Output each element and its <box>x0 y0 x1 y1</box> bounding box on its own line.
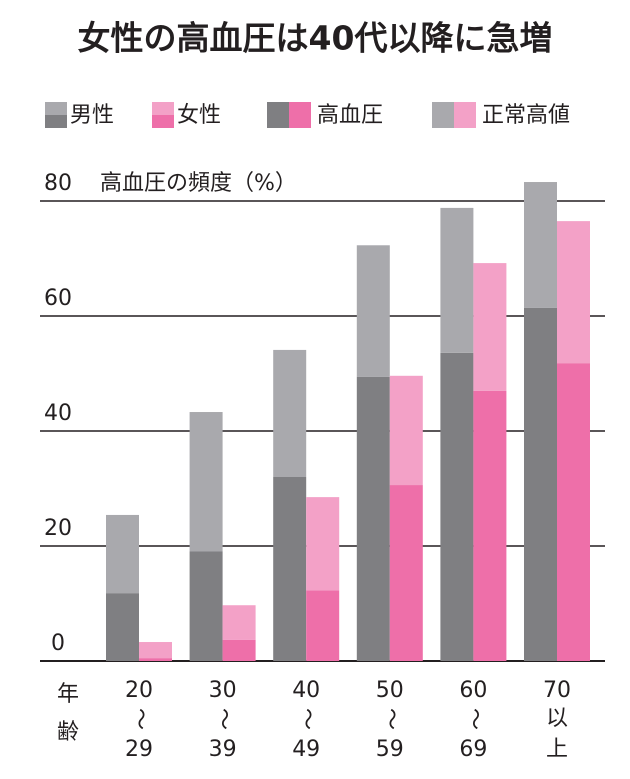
x-tick-label: 59 <box>376 737 404 762</box>
x-tick-label: 以 <box>546 706 568 731</box>
bar <box>389 375 423 486</box>
x-tick-label: 〜 <box>378 708 403 730</box>
x-tick-label: 〜 <box>461 708 486 730</box>
bar <box>440 352 474 661</box>
bar <box>273 349 307 477</box>
bar <box>106 514 139 594</box>
y-tick-label: 0 <box>51 631 65 656</box>
y-tick-label: 60 <box>44 286 72 311</box>
legend-swatch <box>432 102 454 128</box>
x-axis-title: 年 <box>57 682 79 707</box>
legend-label: 高血圧 <box>317 103 383 128</box>
bar <box>557 363 590 661</box>
x-tick-label: 60 <box>459 678 487 703</box>
y-tick-label: 20 <box>44 516 72 541</box>
legend-swatch <box>152 115 174 128</box>
bar <box>473 390 507 661</box>
chart-title: 女性の高血圧は40代以降に急増 <box>78 19 553 58</box>
legend-swatch <box>45 115 67 128</box>
x-tick-label: 〜 <box>211 708 236 730</box>
x-tick-label: 70 <box>543 678 571 703</box>
bar <box>189 551 223 661</box>
x-tick-label: 上 <box>546 737 568 762</box>
x-tick-label: 〜 <box>294 708 319 730</box>
x-tick-label: 〜 <box>127 708 152 730</box>
legend-swatch <box>454 102 476 128</box>
bar <box>473 263 507 391</box>
bar <box>139 658 172 661</box>
legend-label: 女性 <box>177 103 221 128</box>
x-tick-label: 40 <box>292 678 320 703</box>
bar <box>106 593 139 661</box>
legend-swatch <box>289 102 311 128</box>
x-tick-label: 30 <box>209 678 237 703</box>
legend-label: 男性 <box>70 103 114 128</box>
x-tick-label: 69 <box>459 737 487 762</box>
legend-swatch <box>267 102 289 128</box>
bar <box>222 605 256 640</box>
bar <box>273 477 307 661</box>
bar <box>557 221 590 364</box>
bar <box>139 642 172 659</box>
bar <box>440 207 474 353</box>
x-tick-label: 39 <box>209 737 237 762</box>
bar <box>306 590 340 661</box>
bar <box>189 412 223 552</box>
legend-swatch <box>45 102 67 115</box>
y-axis-title: 高血圧の頻度（%） <box>100 171 297 196</box>
bar <box>389 485 423 661</box>
bar <box>356 245 390 377</box>
y-tick-label: 80 <box>44 171 72 196</box>
x-tick-label: 29 <box>125 737 153 762</box>
bar <box>222 639 256 661</box>
bar <box>356 376 390 661</box>
bar <box>524 307 557 661</box>
x-tick-label: 50 <box>376 678 404 703</box>
y-tick-label: 40 <box>44 401 72 426</box>
bar <box>306 497 340 591</box>
x-tick-label: 49 <box>292 737 320 762</box>
legend-swatch <box>152 102 174 115</box>
x-tick-label: 20 <box>125 678 153 703</box>
legend-label: 正常高値 <box>482 103 570 128</box>
bar <box>524 182 557 308</box>
x-axis-title: 齢 <box>57 720 79 745</box>
